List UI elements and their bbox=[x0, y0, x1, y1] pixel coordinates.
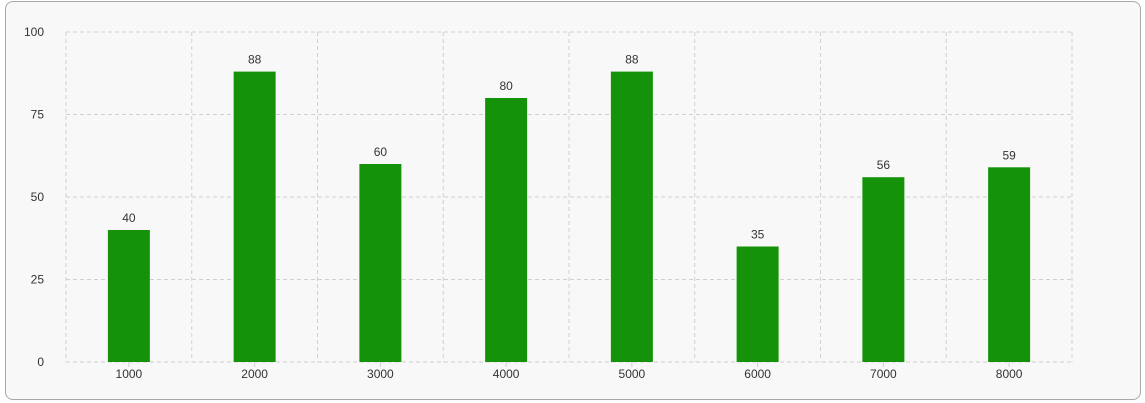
bars bbox=[107, 71, 1031, 363]
y-tick-label: 75 bbox=[31, 108, 45, 122]
bar-2000[interactable] bbox=[233, 71, 276, 362]
bar-3000[interactable] bbox=[359, 164, 402, 362]
bar-1000[interactable] bbox=[107, 230, 150, 362]
bar-5000[interactable] bbox=[610, 71, 653, 362]
y-tick-label: 100 bbox=[24, 25, 44, 39]
grid bbox=[65, 31, 1073, 363]
bar-value-label: 40 bbox=[122, 211, 136, 225]
x-tick-label: 1000 bbox=[116, 367, 143, 381]
x-tick-label: 6000 bbox=[744, 367, 771, 381]
data-labels: 40 88 60 80 88 35 56 59 bbox=[122, 53, 1016, 242]
x-tick-label: 8000 bbox=[996, 367, 1023, 381]
bar-value-label: 80 bbox=[499, 79, 513, 93]
bar-4000[interactable] bbox=[485, 98, 528, 362]
y-tick-label: 0 bbox=[37, 355, 44, 369]
bar-value-label: 88 bbox=[248, 53, 262, 67]
bar-6000[interactable] bbox=[736, 246, 779, 363]
bar-value-label: 88 bbox=[625, 53, 639, 67]
axes: 0 25 50 75 100 1000 2000 3000 4000 5000 6000 7000 80… bbox=[24, 25, 1023, 381]
x-tick-label: 2000 bbox=[241, 367, 268, 381]
x-tick-label: 7000 bbox=[870, 367, 897, 381]
x-tick-label: 5000 bbox=[619, 367, 646, 381]
chart-panel bbox=[5, 1, 1141, 400]
x-tick-label: 3000 bbox=[367, 367, 394, 381]
x-tick-label: 4000 bbox=[493, 367, 520, 381]
bar-value-label: 60 bbox=[374, 145, 388, 159]
y-tick-label: 50 bbox=[31, 190, 45, 204]
bar-7000[interactable] bbox=[862, 177, 905, 362]
bar-8000[interactable] bbox=[988, 167, 1031, 362]
bar-value-label: 56 bbox=[877, 158, 891, 172]
y-tick-label: 25 bbox=[31, 273, 45, 287]
bar-value-label: 35 bbox=[751, 228, 765, 242]
bar-value-label: 59 bbox=[1002, 148, 1016, 162]
